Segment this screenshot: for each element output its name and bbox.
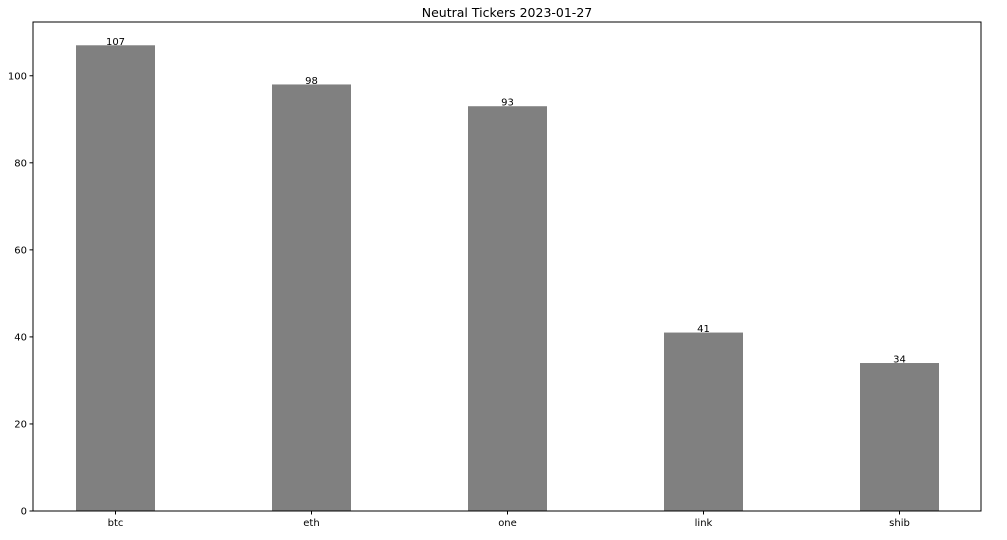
x-axis: btc eth one link shib bbox=[108, 511, 910, 529]
chart-title: Neutral Tickers 2023-01-27 bbox=[422, 5, 592, 20]
data-label-one: 93 bbox=[501, 98, 514, 109]
bar-eth bbox=[272, 84, 351, 511]
y-tick-label-40: 40 bbox=[14, 332, 27, 343]
bar-one bbox=[468, 106, 547, 512]
y-tick-label-100: 100 bbox=[8, 71, 27, 82]
data-labels-layer: 107 98 93 41 34 bbox=[106, 37, 906, 366]
data-label-link: 41 bbox=[697, 324, 710, 335]
x-tick-label-link: link bbox=[695, 518, 713, 529]
x-tick-label-one: one bbox=[498, 518, 517, 529]
x-tick-label-eth: eth bbox=[303, 518, 319, 529]
y-tick-label-20: 20 bbox=[14, 419, 27, 430]
y-tick-label-60: 60 bbox=[14, 245, 27, 256]
data-label-eth: 98 bbox=[305, 76, 318, 87]
plot-frame bbox=[32, 21, 982, 512]
bars-layer bbox=[76, 45, 939, 512]
data-label-btc: 107 bbox=[106, 37, 125, 48]
bar-link bbox=[664, 332, 743, 511]
x-tick-label-btc: btc bbox=[108, 518, 124, 529]
bar-shib bbox=[860, 363, 939, 511]
y-tick-label-80: 80 bbox=[14, 158, 27, 169]
x-tick-label-shib: shib bbox=[889, 518, 910, 529]
data-label-shib: 34 bbox=[893, 355, 906, 366]
bar-btc bbox=[76, 45, 155, 512]
y-axis: 0 20 40 60 80 100 bbox=[8, 71, 33, 518]
y-tick-label-0: 0 bbox=[21, 507, 27, 518]
